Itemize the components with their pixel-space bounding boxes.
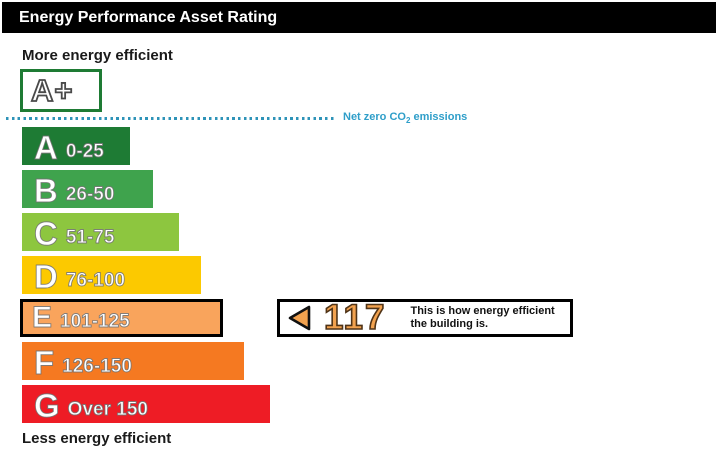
band-letter: F: [34, 343, 55, 381]
rating-description: This is how energy efficient the buildin…: [410, 305, 554, 331]
band-a-plus: A+: [20, 69, 102, 112]
band-letter: G: [34, 386, 61, 424]
rating-description-line1: This is how energy efficient: [410, 305, 555, 317]
band-range: 126-150: [62, 356, 133, 377]
band-range: 76-100: [65, 270, 126, 291]
bands: A 0-25 B 26-50 C 51-75 D 76-100 E 101-125 F 126-150…: [20, 127, 270, 428]
band-d: D 76-100: [22, 256, 201, 294]
net-zero-label-tail: emissions: [410, 111, 468, 123]
band-letter: D: [34, 257, 59, 295]
band-a-plus-letter: A+: [30, 73, 74, 108]
band-a: A 0-25: [22, 127, 130, 165]
band-letter: E: [32, 301, 53, 335]
more-efficient-label: More energy efficient: [22, 47, 173, 64]
rating-value: 117: [323, 298, 387, 338]
band-f: F 126-150: [22, 342, 244, 380]
band-e: E 101-125: [20, 299, 223, 337]
band-range: 101-125: [60, 311, 131, 332]
left-arrow-icon: [288, 305, 311, 331]
band-letter: B: [34, 171, 59, 209]
net-zero-dotted-line: [6, 117, 336, 120]
less-efficient-label: Less energy efficient: [22, 430, 172, 447]
net-zero-label-sub: 2: [405, 116, 411, 126]
net-zero-label-text: Net zero CO: [343, 111, 406, 123]
band-range: 51-75: [65, 227, 115, 248]
band-range: 0-25: [65, 141, 104, 162]
page-title: Energy Performance Asset Rating: [19, 9, 278, 26]
net-zero-label: Net zero CO2 emissions: [343, 111, 467, 125]
band-b: B 26-50: [22, 170, 153, 208]
band-letter: A: [34, 128, 59, 166]
rating-indicator-box: 117 This is how energy efficient the bui…: [277, 299, 573, 337]
band-g: G Over 150: [22, 385, 270, 423]
band-c: C 51-75: [22, 213, 179, 251]
band-range: Over 150: [67, 399, 148, 420]
rating-description-line2: the building is.: [410, 318, 489, 330]
band-letter: C: [34, 214, 59, 252]
band-range: 26-50: [65, 184, 115, 205]
header-bar: Energy Performance Asset Rating: [2, 2, 716, 33]
